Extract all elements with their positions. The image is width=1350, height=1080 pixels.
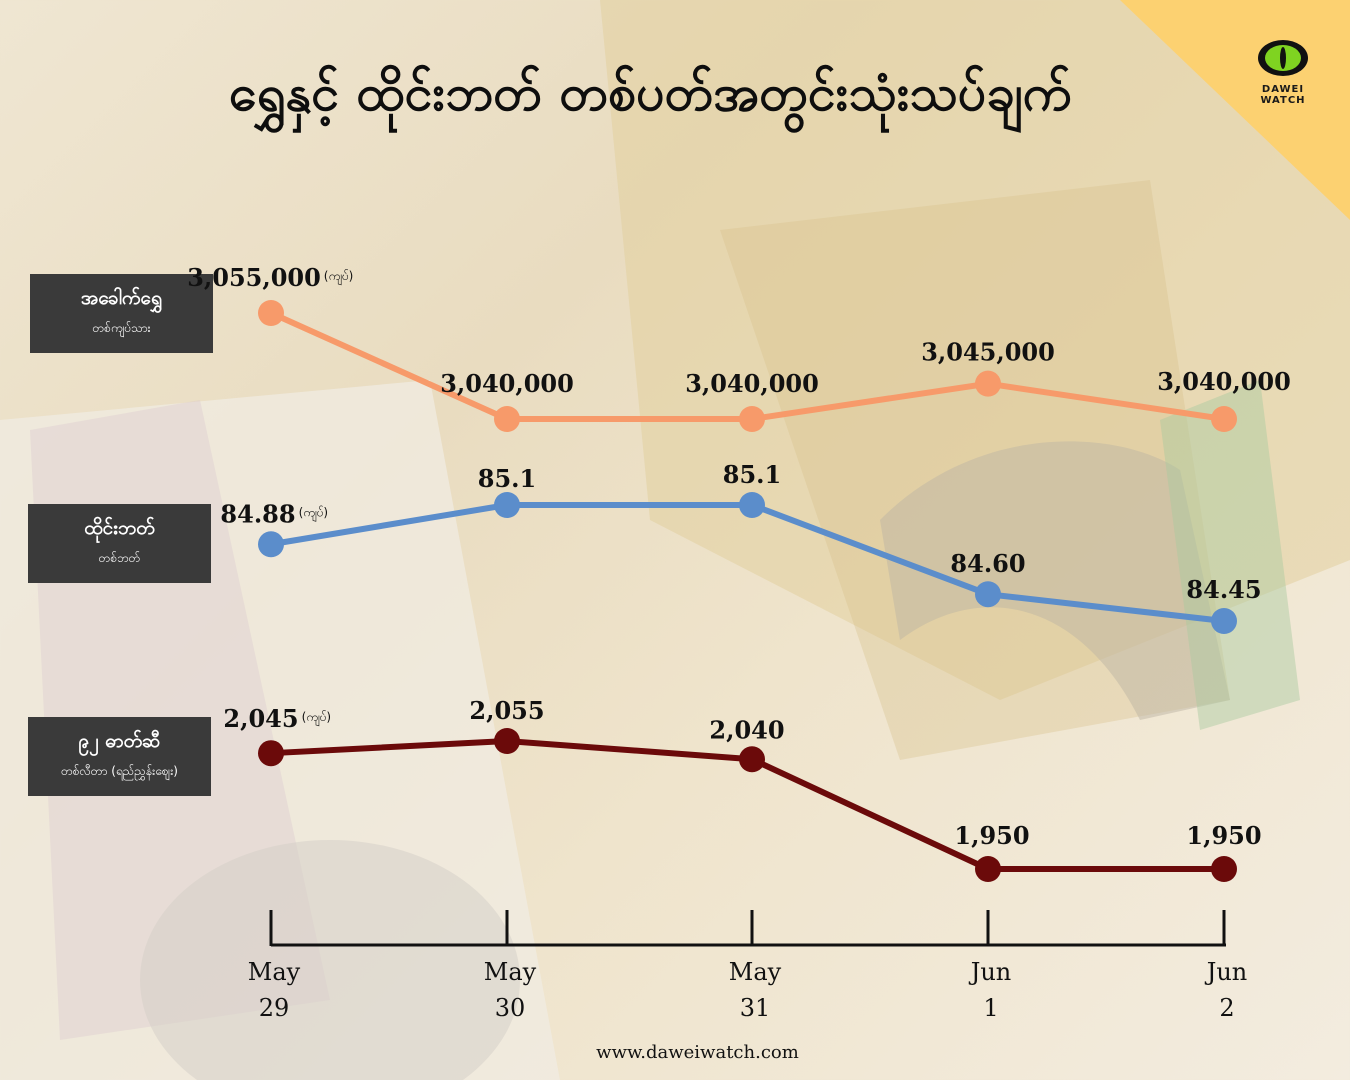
unit-label-gold: (ကျပ်) bbox=[324, 268, 353, 286]
brand-name: DAWEI WATCH bbox=[1260, 84, 1306, 106]
data-label-gold-4: 3,040,000 bbox=[1157, 367, 1291, 396]
data-point-fuel-3 bbox=[975, 856, 1001, 882]
data-point-gold-4 bbox=[1211, 406, 1237, 432]
page-title: ရွှေနှင့် ထိုင်းဘတ် တစ်ပတ်အတွင်းသုံးသပ်ခ… bbox=[228, 64, 1072, 122]
data-label-fuel-0: 2,045 bbox=[223, 704, 298, 733]
series-label-fuel: ၉၂ ဓာတ်ဆီ တစ်လီတာ (ရည်ညွှန်းဈေး) bbox=[28, 717, 211, 796]
brand-logo: DAWEI WATCH bbox=[1238, 38, 1328, 106]
series-sublabel-fuel: တစ်လီတာ (ရည်ညွှန်းဈေး) bbox=[61, 764, 178, 778]
unit-label-baht: (ကျပ်) bbox=[299, 504, 328, 522]
data-point-fuel-1 bbox=[494, 728, 520, 754]
series-line-gold bbox=[269, 310, 1225, 422]
data-point-baht-4 bbox=[1211, 608, 1237, 634]
series-sublabel-gold: တစ်ကျပ်သား bbox=[92, 321, 151, 335]
series-sublabel-baht: တစ်ဘတ် bbox=[98, 551, 141, 565]
data-point-fuel-2 bbox=[739, 746, 765, 773]
series-name-fuel: ၉၂ ဓာတ်ဆီ bbox=[78, 730, 161, 752]
data-label-fuel-2: 2,040 bbox=[709, 715, 784, 744]
data-point-gold-1 bbox=[494, 406, 520, 432]
series-label-baht: ထိုင်းဘတ် တစ်ဘတ် bbox=[28, 504, 211, 583]
data-label-fuel-4: 1,950 bbox=[1186, 821, 1261, 850]
data-point-baht-0 bbox=[258, 531, 284, 558]
data-point-fuel-4 bbox=[1211, 856, 1237, 882]
series-label-gold: အခေါက်ရွှေ တစ်ကျပ်သား bbox=[30, 274, 213, 353]
data-label-baht-3: 84.60 bbox=[950, 549, 1025, 578]
data-label-fuel-1: 2,055 bbox=[469, 696, 544, 725]
data-label-fuel-3: 1,950 bbox=[954, 821, 1029, 850]
x-tick-label-3: Jun 1 bbox=[968, 958, 1012, 1022]
series-name-baht: ထိုင်းဘတ် bbox=[84, 517, 155, 539]
eye-icon bbox=[1258, 40, 1308, 76]
data-point-baht-2 bbox=[739, 492, 765, 518]
x-tick-label-0: May 29 bbox=[248, 958, 301, 1022]
data-point-gold-0 bbox=[258, 300, 284, 326]
data-label-gold-0: 3,055,000 bbox=[187, 263, 321, 292]
data-label-gold-3: 3,045,000 bbox=[921, 338, 1055, 367]
website-footer: www.daweiwatch.com bbox=[596, 1042, 799, 1063]
x-tick-label-2: May 31 bbox=[729, 958, 782, 1022]
data-point-gold-2 bbox=[739, 406, 765, 432]
series-name-gold: အခေါက်ရွှေ bbox=[80, 287, 163, 309]
data-label-baht-1: 85.1 bbox=[478, 464, 536, 493]
series-line-baht bbox=[270, 502, 1225, 624]
data-point-fuel-0 bbox=[258, 740, 284, 767]
data-label-gold-2: 3,040,000 bbox=[685, 369, 819, 398]
data-point-baht-1 bbox=[494, 492, 520, 518]
data-label-baht-4: 84.45 bbox=[1186, 575, 1261, 604]
unit-label-fuel: (ကျပ်) bbox=[302, 709, 331, 727]
data-label-gold-1: 3,040,000 bbox=[440, 369, 574, 398]
x-tick-label-1: May 30 bbox=[484, 958, 537, 1022]
data-label-baht-0: 84.88 bbox=[220, 499, 295, 528]
x-tick-label-4: Jun 2 bbox=[1204, 958, 1248, 1022]
data-point-baht-3 bbox=[975, 581, 1001, 608]
data-label-baht-2: 85.1 bbox=[723, 460, 781, 489]
data-point-gold-3 bbox=[975, 370, 1001, 397]
